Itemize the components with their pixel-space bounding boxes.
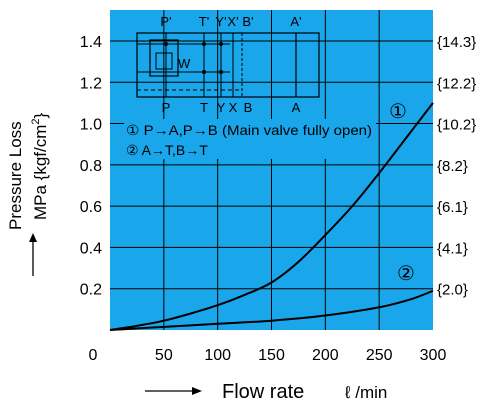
y-axis-unit-suffix: }: [31, 112, 50, 118]
series-label-1: ①: [389, 101, 407, 123]
legend-entry-2: ② A→T,B→T: [126, 142, 208, 158]
y-tick-label-right-3: {8.2}: [437, 158, 468, 175]
y-tick-label-right-1: {4.1}: [437, 240, 468, 257]
schematic-top-label-2: Y': [215, 14, 226, 29]
y-axis-unit: MPa {kgf/cm2}: [30, 112, 50, 220]
y-axis-unit-prefix: MPa {kgf/cm: [31, 125, 50, 220]
x-axis-title: Flow rate: [222, 381, 304, 403]
y-tick-label-right-2: {6.1}: [437, 199, 468, 216]
schematic-bottom-label-4: B: [244, 100, 253, 115]
x-tick-label-0: 0: [89, 347, 98, 364]
y-axis-unit-superscript: 2: [30, 118, 42, 124]
legend-background: [124, 119, 376, 159]
y-tick-label-6: 1.4: [80, 34, 102, 51]
y-tick-label-2: 0.6: [80, 199, 102, 216]
y-axis-unit-group: MPa {kgf/cm2}: [30, 112, 50, 220]
x-tick-label-6: 300: [420, 347, 447, 364]
legend-entry-1: ① P→A,P→B (Main valve fully open): [126, 122, 372, 138]
schematic-top-label-4: B': [242, 14, 253, 29]
y-tick-label-1: 0.4: [80, 240, 102, 257]
y-tick-label-right-0: {2.0}: [437, 282, 468, 299]
schematic-bottom-label-3: X: [229, 100, 238, 115]
x-tick-label-1: 50: [155, 347, 173, 364]
schematic-top-label-3: X': [227, 14, 238, 29]
schematic-bottom-label-2: Y: [217, 100, 226, 115]
y-tick-label-right-6: {14.3}: [437, 34, 476, 51]
schematic-top-label-5: A': [290, 14, 301, 29]
y-axis-title-group: Pressure Loss: [6, 121, 25, 230]
schematic-bottom-label-0: P: [162, 100, 171, 115]
schematic-top-label-1: T': [199, 14, 209, 29]
y-axis-arrow-head: [29, 233, 37, 242]
y-tick-label-right-4: {10.2}: [437, 117, 476, 134]
x-axis-unit: ℓ /min: [344, 383, 387, 402]
x-tick-label-5: 250: [366, 347, 393, 364]
schematic-inner-label: W: [178, 56, 191, 71]
x-tick-labels: 0 50 100 150 200 250 300: [89, 347, 447, 364]
series-line-1: [109, 102, 434, 331]
x-tick-label-4: 200: [312, 347, 339, 364]
x-tick-label-2: 100: [204, 347, 231, 364]
y-tick-label-3: 0.8: [80, 158, 102, 175]
y-tick-labels: 0.2 0.4 0.6 0.8 1.0 1.2 1.4: [80, 34, 102, 299]
y-tick-labels-right: {2.0} {4.1} {6.1} {8.2} {10.2} {12.2} {14.3}: [437, 34, 476, 299]
schematic-top-label-0: P': [160, 14, 171, 29]
y-tick-label-0: 0.2: [80, 282, 102, 299]
series-layer: [109, 102, 434, 331]
x-tick-label-3: 150: [258, 347, 285, 364]
schematic-bottom-label-5: A: [292, 100, 301, 115]
schematic-bottom-label-1: T: [200, 100, 208, 115]
y-axis-title: Pressure Loss: [6, 121, 25, 230]
series-line-2: [109, 289, 434, 331]
series-label-2: ②: [397, 263, 415, 285]
x-axis-arrow-head: [192, 387, 202, 395]
y-tick-label-4: 1.0: [80, 117, 102, 134]
y-tick-label-right-5: {12.2}: [437, 75, 476, 92]
y-tick-label-5: 1.2: [80, 75, 102, 92]
